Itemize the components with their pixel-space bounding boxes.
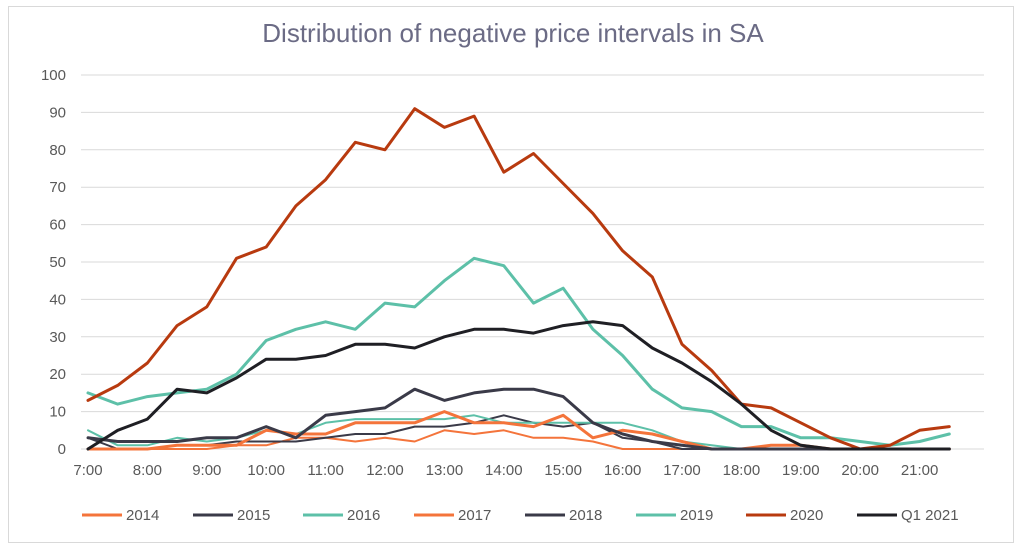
legend-label: 2016 xyxy=(347,507,380,524)
chart-frame: Distribution of negative price intervals… xyxy=(8,6,1014,543)
y-tick-label: 70 xyxy=(49,179,66,196)
series-lines xyxy=(86,107,951,451)
y-tick-label: 10 xyxy=(49,404,66,421)
y-tick-label: 100 xyxy=(41,67,66,84)
x-axis-ticks: 7:00 8:00 9:00 10:00 11:00 12:00 13:00 14:00 15:… xyxy=(73,462,938,479)
series-line-2020 xyxy=(86,107,951,451)
y-axis-ticks: 0 10 20 30 40 50 60 70 80 90 100 xyxy=(41,67,66,458)
gridlines xyxy=(81,74,984,450)
x-tick-label: 13:00 xyxy=(426,462,464,479)
legend-label: 2015 xyxy=(237,507,270,524)
legend-item: 2020 xyxy=(746,507,823,524)
y-tick-label: 40 xyxy=(49,291,66,308)
y-tick-label: 20 xyxy=(49,366,66,383)
x-tick-label: 20:00 xyxy=(841,462,879,479)
x-tick-label: 12:00 xyxy=(366,462,404,479)
x-tick-label: 21:00 xyxy=(901,462,939,479)
x-tick-label: 15:00 xyxy=(544,462,582,479)
legend-label: 2017 xyxy=(458,507,491,524)
series-line-q1-2021 xyxy=(86,320,951,451)
x-tick-label: 11:00 xyxy=(307,462,343,479)
x-tick-label: 17:00 xyxy=(663,462,701,479)
legend-item: 2014 xyxy=(82,507,159,524)
legend-label: Q1 2021 xyxy=(901,507,959,524)
legend-label: 2018 xyxy=(569,507,602,524)
y-tick-label: 80 xyxy=(49,142,66,159)
x-tick-label: 9:00 xyxy=(192,462,221,479)
x-tick-label: 16:00 xyxy=(604,462,642,479)
y-tick-label: 90 xyxy=(49,104,66,121)
legend-item: 2016 xyxy=(303,507,380,524)
legend-item: 2018 xyxy=(525,507,602,524)
series-line-2019 xyxy=(86,256,951,447)
y-tick-label: 50 xyxy=(49,254,66,271)
x-tick-label: 10:00 xyxy=(247,462,285,479)
x-tick-label: 14:00 xyxy=(485,462,523,479)
x-tick-label: 8:00 xyxy=(133,462,162,479)
y-tick-label: 30 xyxy=(49,329,66,346)
legend-label: 2020 xyxy=(790,507,823,524)
legend-item: 2015 xyxy=(193,507,270,524)
legend-label: 2014 xyxy=(126,507,159,524)
series-line-2018 xyxy=(86,387,951,451)
legend-item: 2019 xyxy=(636,507,713,524)
y-tick-label: 0 xyxy=(58,441,66,458)
legend: 2014 2015 2016 2017 2018 2019 2020 Q1 2021 xyxy=(82,507,959,524)
x-tick-label: 7:00 xyxy=(73,462,102,479)
x-tick-label: 18:00 xyxy=(723,462,761,479)
chart-title: Distribution of negative price intervals… xyxy=(262,18,764,48)
x-tick-label: 19:00 xyxy=(782,462,820,479)
legend-item: Q1 2021 xyxy=(857,507,959,524)
legend-label: 2019 xyxy=(680,507,713,524)
legend-item: 2017 xyxy=(414,507,491,524)
y-tick-label: 60 xyxy=(49,217,66,234)
chart-canvas: Distribution of negative price intervals… xyxy=(41,18,984,524)
